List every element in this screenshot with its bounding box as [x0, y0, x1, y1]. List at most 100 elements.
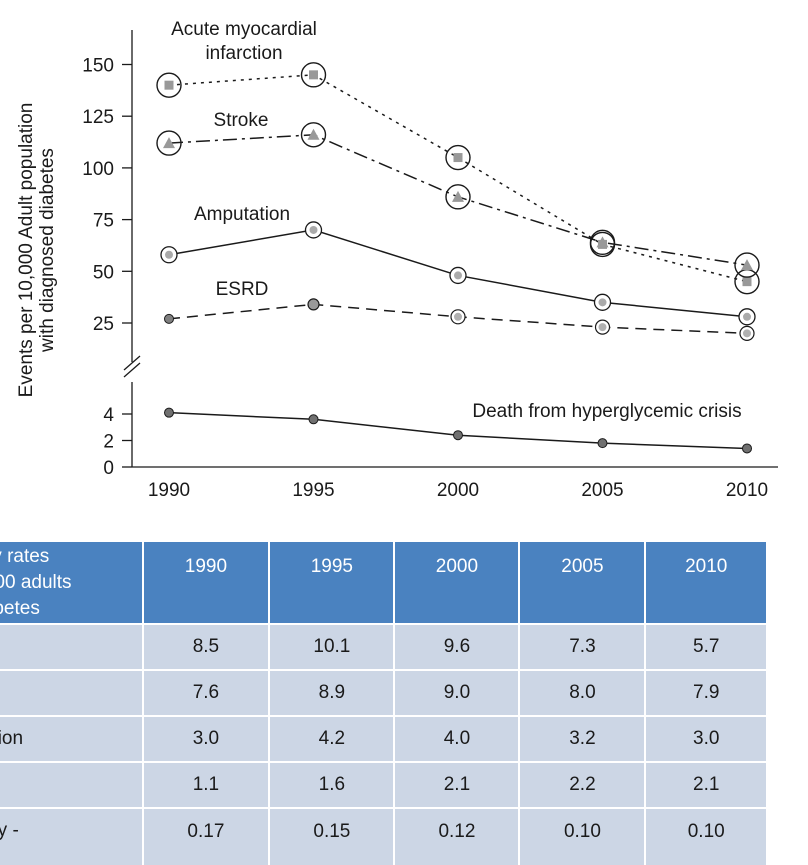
series-line — [168, 74, 748, 283]
table-cell: 0.10 — [644, 807, 768, 865]
table-row: D 1.1 1.6 2.1 2.2 2.1 — [0, 761, 768, 809]
header-line: 0,000 adults — [0, 572, 72, 593]
table-cell: 3.2 — [518, 715, 647, 763]
data-point-ring — [589, 229, 616, 256]
table-row: 8.5 10.1 9.6 7.3 5.7 — [0, 623, 768, 671]
table-header-row: ality rates 0,000 adults diabetes 1990 1… — [0, 540, 768, 625]
series-label: ESRD — [216, 279, 269, 300]
table-cell: 3.0 — [141, 715, 271, 763]
series-label: infarction — [205, 43, 282, 64]
column-header: 2000 — [393, 540, 521, 625]
y-tick-label: 25 — [93, 314, 114, 335]
y-tick-label: 0 — [103, 458, 114, 479]
series-layer — [156, 62, 760, 454]
y-tick-label: 150 — [82, 56, 114, 77]
y-axis-label-line-1: Events per 10,000 Adult population — [16, 103, 37, 398]
data-point-ring — [300, 62, 327, 88]
row-label-line: ergly - — [0, 820, 19, 841]
data-point — [454, 271, 462, 280]
y-tick-label: 50 — [93, 262, 114, 283]
data-point — [453, 153, 463, 163]
table-cell: 10.1 — [268, 623, 396, 671]
row-label: ergly - mia — [0, 807, 144, 865]
table-row: ke 7.6 8.9 9.0 8.0 7.9 — [0, 669, 768, 717]
table-cell: 4.2 — [268, 715, 396, 763]
table-cell: 9.6 — [393, 623, 521, 671]
table-cell: 3.0 — [644, 715, 768, 763]
y-tick-label: 100 — [82, 159, 114, 180]
table-cell: 2.1 — [393, 761, 521, 809]
table-cell: 0.10 — [518, 807, 647, 865]
series-labels: Acute myocardial infarction Stroke Amputati… — [171, 19, 741, 422]
data-point — [163, 137, 175, 149]
table-cell: 1.1 — [141, 761, 271, 809]
data-point — [743, 312, 751, 321]
data-point — [741, 259, 753, 271]
table-cell: 7.3 — [518, 623, 647, 671]
axis-break-mark-2 — [123, 362, 141, 378]
table-cell: 7.6 — [141, 669, 271, 717]
column-header: 2010 — [644, 540, 768, 625]
axis-break-mark-1 — [123, 355, 141, 371]
data-point-ring — [156, 72, 182, 98]
data-point — [165, 250, 173, 259]
table-cell: 9.0 — [393, 669, 521, 717]
series-label: Acute myocardial — [171, 19, 317, 40]
column-header: 1990 — [141, 540, 271, 625]
data-point-ring — [300, 122, 327, 148]
row-label — [0, 623, 144, 671]
table-cell: 0.15 — [268, 807, 396, 865]
table-cell: 8.9 — [268, 669, 396, 717]
data-point-ring — [734, 252, 760, 278]
ticks: 25 50 75 100 125 150 0 2 4 1990 1995 2000 2005 2010 — [82, 56, 768, 502]
data-point-ring — [445, 144, 471, 171]
header-line: ality rates — [0, 546, 50, 567]
y-tick-label: 2 — [103, 432, 114, 453]
series-label: Death from hyperglycemic crisis — [472, 401, 741, 422]
table-cell: 7.9 — [644, 669, 768, 717]
data-point — [598, 323, 607, 332]
table-cell: 2.2 — [518, 761, 647, 809]
row-label: D — [0, 761, 144, 809]
data-point-ring — [156, 130, 182, 156]
y-tick-label: 4 — [103, 405, 114, 426]
y-tick-label: 75 — [93, 211, 114, 232]
column-header: 2005 — [518, 540, 647, 625]
data-point — [742, 277, 752, 287]
data-point — [164, 313, 174, 324]
x-tick-label: 1995 — [292, 480, 334, 501]
row-label: ke — [0, 669, 144, 717]
series-label: Stroke — [214, 110, 269, 131]
data-point — [309, 70, 318, 80]
data-point — [742, 443, 752, 454]
series-label: Amputation — [194, 204, 290, 225]
x-tick-label: 2005 — [581, 480, 623, 501]
data-point-ring — [445, 184, 471, 210]
data-point — [164, 80, 174, 90]
data-point — [307, 298, 320, 311]
data-point — [454, 312, 462, 321]
table-cell: 4.0 — [393, 715, 521, 763]
mortality-table-wrapper: ality rates 0,000 adults diabetes 1990 1… — [0, 540, 808, 865]
table-cell: 5.7 — [644, 623, 768, 671]
x-tick-label: 2010 — [726, 480, 768, 501]
data-point — [598, 298, 607, 307]
data-point — [452, 190, 464, 202]
table-cell: 0.17 — [141, 807, 271, 865]
header-line: diabetes — [0, 598, 40, 619]
y-axis-label: Events per 10,000 Adult population with … — [16, 103, 58, 398]
line-chart: Events per 10,000 Adult population with … — [16, 19, 778, 502]
data-point — [597, 438, 608, 449]
chart-axes — [123, 30, 778, 468]
y-tick-label: 125 — [82, 107, 114, 128]
y-axis-label-line-2: with diagnosed diabetes — [37, 148, 58, 353]
table-row: ergly - mia 0.17 0.15 0.12 0.10 0.10 — [0, 807, 768, 865]
table-row-header: ality rates 0,000 adults diabetes — [0, 540, 144, 625]
data-point — [743, 329, 751, 338]
mortality-rates-table: ality rates 0,000 adults diabetes 1990 1… — [0, 540, 768, 865]
table-cell: 2.1 — [644, 761, 768, 809]
table-row: utation 3.0 4.2 4.0 3.2 3.0 — [0, 715, 768, 763]
data-point — [309, 225, 318, 234]
table-cell: 8.0 — [518, 669, 647, 717]
x-tick-label: 1990 — [148, 480, 190, 501]
